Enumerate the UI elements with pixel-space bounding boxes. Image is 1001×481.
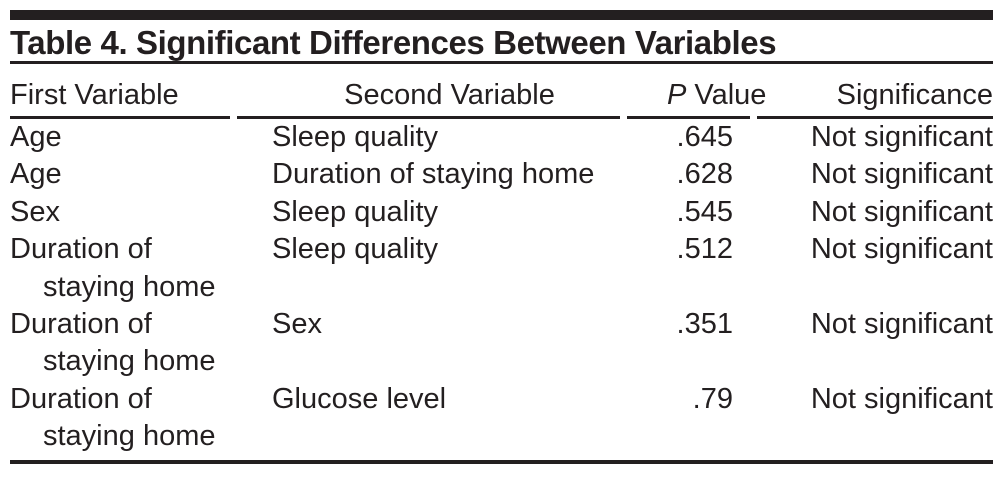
cell-significance: Not significant (810, 158, 993, 191)
table-row: Sex Sleep quality .545 Not significant (10, 194, 993, 231)
cell-first-variable: Duration of staying home (10, 308, 216, 378)
p-value-label-rest: Value (686, 79, 767, 111)
table-row: Age Sleep quality .645 Not significant (10, 119, 993, 156)
p-value-italic-p: P (667, 79, 687, 111)
significance-table: First Variable Second Variable P Value S… (10, 61, 993, 464)
table-row: Age Duration of staying home .628 Not si… (10, 156, 993, 193)
cell-p-value: .545 (676, 195, 733, 228)
column-header-significance: Significance (757, 63, 993, 120)
cell-significance: Not significant (810, 382, 993, 415)
cell-significance: Not significant (810, 308, 993, 341)
cell-p-value: .512 (676, 233, 733, 266)
column-header-p-value: P Value (627, 63, 766, 120)
cell-first-variable: Duration of staying home (10, 382, 216, 453)
column-header-first-variable: First Variable (10, 63, 237, 120)
cell-significance: Not significant (810, 233, 993, 266)
cell-p-value: .628 (676, 158, 733, 191)
cell-second-variable: Sex (272, 308, 322, 341)
table-row: Duration of staying home Sleep quality .… (10, 231, 993, 306)
cell-second-variable: Sleep quality (272, 195, 439, 228)
cell-significance: Not significant (810, 121, 993, 153)
cell-first-variable: Age (10, 158, 62, 191)
cell-second-variable: Glucose level (272, 382, 447, 415)
cell-p-value: .351 (676, 308, 733, 341)
cell-first-variable: Duration of staying home (10, 233, 216, 303)
cell-first-variable: Age (10, 121, 62, 153)
header-row: First Variable Second Variable P Value S… (10, 63, 993, 120)
cell-first-variable: Sex (10, 195, 60, 228)
cell-p-value: .79 (692, 382, 733, 415)
table-row: Duration of staying home Sex .351 Not si… (10, 306, 993, 381)
column-header-second-variable: Second Variable (237, 63, 627, 120)
cell-second-variable: Duration of staying home (272, 158, 595, 191)
cell-second-variable: Sleep quality (272, 233, 439, 266)
top-rule-bar (10, 10, 993, 20)
cell-p-value: .645 (676, 121, 733, 153)
cell-significance: Not significant (810, 195, 993, 228)
cell-second-variable: Sleep quality (272, 121, 439, 153)
table-row: Duration of staying home Glucose level .… (10, 381, 993, 462)
table-sheet: Table 4. Significant Differences Between… (10, 10, 993, 464)
table-caption: Table 4. Significant Differences Between… (10, 24, 777, 61)
